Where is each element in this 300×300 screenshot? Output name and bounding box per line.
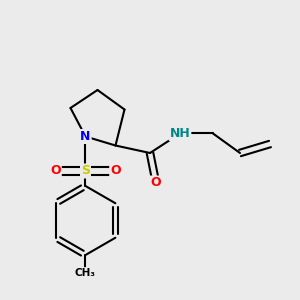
Text: CH₃: CH₃ [75, 268, 96, 278]
Text: O: O [151, 176, 161, 190]
Text: NH: NH [169, 127, 190, 140]
Text: N: N [80, 130, 91, 143]
Text: S: S [81, 164, 90, 178]
Text: O: O [50, 164, 61, 178]
Text: O: O [110, 164, 121, 178]
